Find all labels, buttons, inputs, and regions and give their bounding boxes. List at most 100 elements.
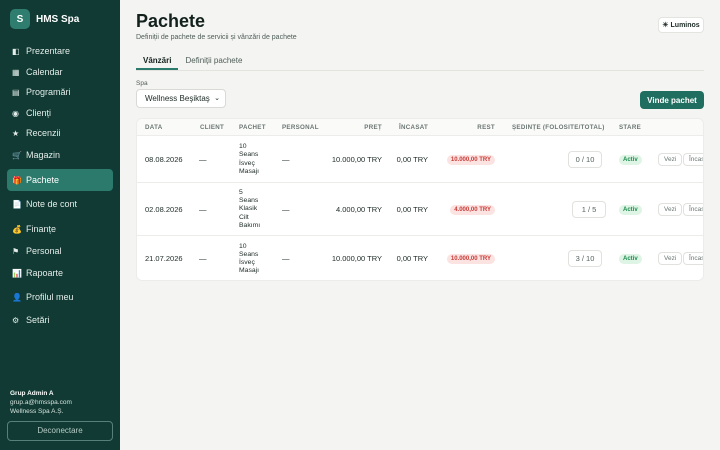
sales-table: DATA CLIENT PACHET PERSONAL PREȚ ÎNCASAT…	[136, 118, 704, 281]
tab-sales[interactable]: Vânzări	[136, 54, 179, 70]
column-header-client: CLIENT	[200, 124, 225, 131]
flag-icon: ⚑	[12, 246, 20, 256]
sidebar-item-gear[interactable]: ⚙ Setări	[7, 309, 113, 331]
sidebar-item-label: Clienți	[26, 108, 52, 118]
gift-icon: 🎁	[12, 175, 22, 185]
view-button[interactable]: Vezi	[658, 202, 683, 216]
sidebar-item-clients[interactable]: ◉ Clienți	[7, 102, 113, 124]
sessions-counter: 0 / 10	[568, 150, 602, 168]
sidebar-item-label: Note de cont	[26, 199, 78, 209]
spa-filter-label: Spa	[136, 80, 148, 87]
logout-button[interactable]: Deconectare	[7, 421, 113, 441]
collect-button[interactable]: Încas	[683, 152, 703, 166]
sessions-cell: 0 / 10	[568, 150, 602, 168]
sidebar-item-label: Setări	[26, 315, 50, 325]
table-row: 21.07.2026 — 10 Seans İsveç Masajı — 10.000,00 …	[137, 236, 703, 280]
column-header-package: PACHET	[239, 124, 266, 131]
paid-cell: 0,00 TRY	[396, 154, 428, 164]
tab-package-definitions[interactable]: Definiții pachete	[185, 56, 243, 65]
sidebar-item-overview[interactable]: ◧ Prezentare	[7, 40, 113, 62]
sell-package-button[interactable]: Vinde pachet	[640, 91, 704, 109]
spa-select[interactable]: Wellness Beşiktaş ⌄	[136, 89, 226, 108]
staff-cell: —	[282, 154, 290, 164]
table-header	[137, 119, 703, 136]
rest-cell: 10.000,00 TRY	[427, 253, 495, 264]
sessions-counter: 3 / 10	[568, 250, 602, 267]
rest-badge: 4.000,00 TRY	[450, 204, 495, 215]
sidebar: S HMS Spa ◧ Prezentare ▦ Calendar ▤ Programăr…	[0, 0, 120, 450]
user-info: Grup Admin A grup.a@hmsspa.com Wellness …	[10, 389, 72, 416]
sidebar-item-label: Pachete	[26, 175, 60, 185]
sidebar-item-label: Magazin	[26, 150, 61, 160]
sidebar-item-label: Finanțe	[26, 224, 57, 234]
brand-logo[interactable]: S HMS Spa	[10, 9, 79, 29]
view-button[interactable]: Vezi	[658, 252, 683, 265]
sidebar-item-cart[interactable]: 🛒 Magazin	[7, 144, 113, 166]
overview-icon: ◧	[12, 46, 20, 56]
sidebar-item-star[interactable]: ★ Recenzii	[7, 122, 113, 144]
status-badge: Activ	[619, 154, 642, 165]
package-cell: 10 Seans İsveç Masajı	[239, 143, 265, 176]
status-cell: Activ	[619, 204, 642, 215]
spa-select-value: Wellness Beşiktaş	[145, 94, 210, 103]
column-header-sessions: ȘEDINȚE (FOLOSITE/TOTAL)	[512, 124, 605, 131]
rest-badge: 10.000,00 TRY	[446, 154, 495, 165]
price-cell: 4.000,00 TRY	[335, 204, 382, 214]
price-cell: 10.000,00 TRY	[331, 154, 382, 164]
sidebar-item-calendar[interactable]: ▦ Calendar	[7, 61, 113, 83]
column-header-price: PREȚ	[364, 124, 382, 131]
table-row: 08.08.2026 — 10 Seans İsveç Masajı — 10.000,00 …	[137, 136, 703, 183]
page-title: Pachete	[136, 11, 206, 31]
paid-cell: 0,00 TRY	[396, 254, 428, 263]
sidebar-item-user[interactable]: 👤 Profilul meu	[7, 286, 113, 308]
sidebar-item-label: Calendar	[26, 67, 63, 77]
rest-badge: 10.000,00 TRY	[446, 254, 495, 264]
status-badge: Activ	[619, 204, 642, 215]
staff-cell: —	[282, 254, 290, 263]
column-header-status: STARE	[619, 124, 642, 131]
column-header-paid: ÎNCASAT	[399, 124, 429, 131]
sidebar-item-bar-chart[interactable]: 📊 Rapoarte	[7, 262, 113, 284]
sidebar-item-gift[interactable]: 🎁 Pachete	[7, 169, 113, 191]
package-line: Bakımı	[239, 221, 261, 229]
package-line: Masajı	[239, 267, 260, 275]
user-icon: 👤	[12, 292, 22, 302]
rest-cell: 10.000,00 TRY	[427, 154, 495, 165]
package-line: Seans	[239, 151, 259, 159]
client-cell: —	[199, 204, 207, 214]
sidebar-item-label: Recenzii	[26, 128, 61, 138]
package-line: Cilt	[239, 213, 249, 221]
date-cell: 08.08.2026	[145, 154, 183, 164]
date-cell: 02.08.2026	[145, 204, 183, 214]
collect-button[interactable]: Încas	[683, 252, 703, 265]
package-line: İsveç	[239, 159, 255, 167]
sidebar-item-flag[interactable]: ⚑ Personal	[7, 240, 113, 262]
clients-icon: ◉	[12, 108, 19, 118]
sidebar-item-schedule[interactable]: ▤ Programări	[7, 81, 113, 103]
column-header-staff: PERSONAL	[282, 124, 319, 131]
sessions-cell: 1 / 5	[572, 200, 606, 218]
collect-button[interactable]: Încas	[683, 202, 703, 216]
money-bag-icon: 💰	[12, 224, 22, 234]
client-cell: —	[199, 154, 207, 164]
paid-cell: 0,00 TRY	[396, 204, 428, 214]
status-badge: Activ	[619, 254, 642, 264]
star-icon: ★	[12, 128, 20, 138]
sidebar-item-label: Rapoarte	[26, 268, 64, 278]
brand-name: HMS Spa	[36, 13, 80, 25]
cart-icon: 🛒	[12, 150, 22, 160]
user-company: Wellness Spa A.Ș.	[10, 408, 64, 415]
package-line: 10	[239, 143, 247, 151]
chevron-down-icon: ⌄	[214, 95, 220, 102]
theme-toggle-button[interactable]: ☀ Luminos	[658, 17, 704, 33]
document-icon: 📄	[12, 199, 22, 209]
page-subtitle: Definiții de pachete de servicii și vânz…	[136, 34, 297, 41]
tab-divider	[136, 70, 704, 71]
sessions-cell: 3 / 10	[568, 250, 602, 267]
sidebar-item-label: Prezentare	[26, 46, 71, 56]
logo-badge: S	[10, 9, 30, 29]
view-button[interactable]: Vezi	[658, 152, 683, 166]
sidebar-item-document[interactable]: 📄 Note de cont	[7, 193, 113, 215]
sidebar-item-money-bag[interactable]: 💰 Finanțe	[7, 218, 113, 240]
package-line: Seans	[239, 197, 259, 205]
